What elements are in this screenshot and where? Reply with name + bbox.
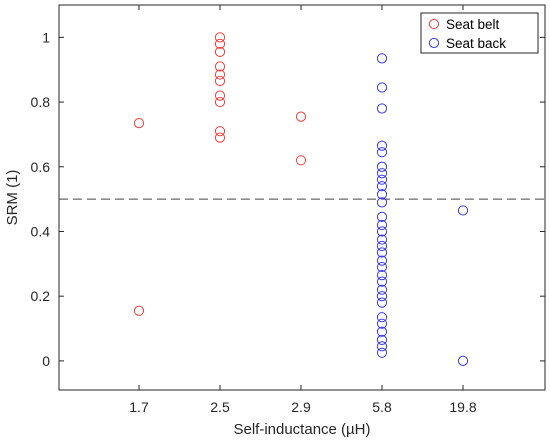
y-tick-label: 1 bbox=[42, 29, 50, 45]
data-point bbox=[376, 341, 388, 352]
legend-label-seat-belt: Seat belt bbox=[446, 17, 500, 32]
x-tick-label: 1.7 bbox=[129, 399, 149, 415]
data-point bbox=[214, 126, 226, 137]
plot-area bbox=[58, 4, 546, 391]
data-point bbox=[295, 111, 307, 122]
data-point bbox=[376, 189, 388, 200]
data-point bbox=[214, 75, 226, 87]
data-point bbox=[457, 205, 469, 216]
data-point bbox=[376, 291, 388, 302]
data-point bbox=[376, 53, 388, 64]
y-tick-label: 0.6 bbox=[31, 159, 51, 175]
data-point bbox=[376, 284, 388, 295]
data-point bbox=[376, 219, 388, 231]
axes-frame bbox=[58, 4, 546, 391]
data-point bbox=[376, 326, 388, 337]
data-point bbox=[376, 226, 388, 237]
data-point bbox=[376, 255, 388, 266]
data-markers bbox=[133, 32, 469, 366]
series-seat-back bbox=[376, 53, 469, 366]
data-point bbox=[376, 168, 388, 179]
data-point bbox=[295, 155, 307, 166]
data-point bbox=[376, 240, 388, 252]
data-point bbox=[376, 270, 388, 281]
data-point bbox=[133, 117, 145, 129]
data-point bbox=[214, 96, 226, 108]
y-tick-label: 0.4 bbox=[31, 223, 51, 239]
y-axis-ticks: 0 0.2 0.4 0.6 0.8 1 bbox=[31, 29, 545, 369]
data-point bbox=[376, 334, 388, 345]
data-point bbox=[376, 234, 388, 245]
x-axis-ticks: 1.7 2.5 2.9 5.8 19.8 bbox=[129, 5, 477, 415]
legend-label-seat-back: Seat back bbox=[446, 36, 506, 51]
series-seat-belt bbox=[133, 32, 307, 316]
data-point bbox=[376, 276, 388, 287]
data-point bbox=[214, 90, 226, 101]
data-point bbox=[376, 261, 388, 273]
data-point bbox=[376, 347, 388, 358]
legend-box bbox=[420, 12, 539, 54]
data-point bbox=[376, 140, 388, 151]
data-point bbox=[376, 174, 388, 185]
data-point bbox=[376, 318, 388, 329]
data-point bbox=[214, 32, 226, 43]
data-point bbox=[214, 132, 226, 143]
legend: Seat belt Seat back bbox=[420, 12, 539, 54]
data-point bbox=[376, 247, 388, 258]
y-tick-label: 0.8 bbox=[31, 94, 51, 110]
y-axis-label: SRM (1) bbox=[4, 170, 21, 226]
data-point bbox=[376, 82, 388, 93]
data-point bbox=[214, 61, 226, 72]
y-tick-label: 0.2 bbox=[31, 288, 51, 304]
data-point bbox=[376, 181, 388, 192]
legend-marker-seat-belt bbox=[428, 18, 440, 30]
data-point bbox=[214, 38, 226, 49]
data-point bbox=[376, 297, 388, 308]
data-point bbox=[376, 161, 388, 172]
data-point bbox=[376, 211, 388, 223]
x-tick-label: 2.9 bbox=[291, 399, 311, 415]
data-point bbox=[214, 46, 226, 58]
data-point bbox=[376, 312, 388, 323]
data-point bbox=[214, 69, 226, 80]
data-point bbox=[376, 197, 388, 208]
data-point bbox=[133, 305, 145, 316]
data-point bbox=[376, 103, 388, 114]
legend-marker-seat-back bbox=[428, 37, 440, 49]
x-tick-label: 2.5 bbox=[210, 399, 230, 415]
x-tick-label: 19.8 bbox=[449, 399, 476, 415]
x-tick-label: 5.8 bbox=[372, 399, 392, 415]
x-axis-label: Self-inductance (µH) bbox=[233, 421, 370, 438]
data-point bbox=[376, 147, 388, 158]
y-tick-label: 0 bbox=[42, 353, 50, 369]
data-point bbox=[457, 355, 469, 366]
